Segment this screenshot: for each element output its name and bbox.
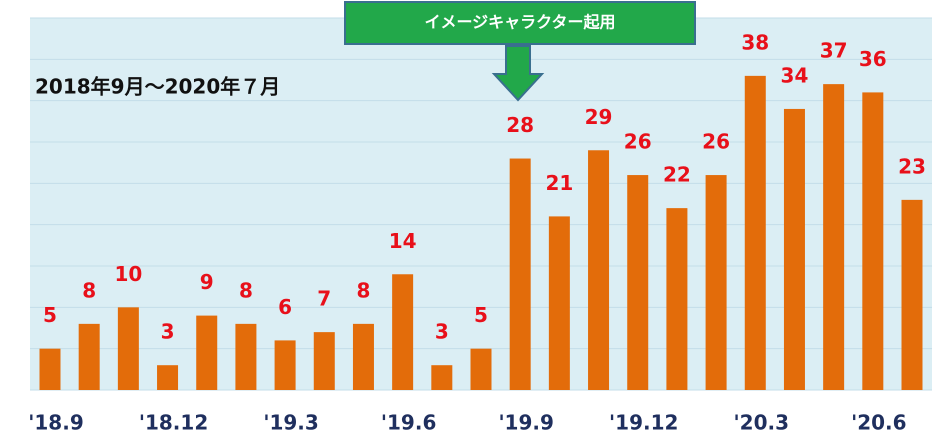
x-tick-label: '19.9: [498, 411, 553, 435]
value-label: 5: [474, 303, 488, 327]
bar: [196, 315, 218, 390]
bar: [548, 216, 570, 390]
bar: [313, 332, 335, 390]
value-label: 26: [702, 130, 730, 154]
value-label: 14: [389, 229, 417, 253]
x-tick-label: '18.9: [28, 411, 83, 435]
bar: [352, 323, 374, 390]
value-label: 34: [781, 63, 809, 87]
bar: [705, 175, 727, 390]
bar: [862, 92, 884, 391]
value-label: 23: [898, 154, 926, 178]
x-tick-label: '19.6: [381, 411, 436, 435]
value-label: 3: [161, 320, 175, 344]
x-tick-label: '20.6: [851, 411, 906, 435]
bar: [901, 199, 923, 390]
bar: [823, 84, 845, 390]
annotation-text: イメージキャラクター起用: [424, 13, 615, 32]
value-label: 9: [200, 270, 214, 294]
plot-background: [30, 18, 932, 390]
value-label: 10: [114, 262, 142, 286]
bar: [392, 274, 414, 390]
bar: [666, 208, 688, 390]
bar: [744, 75, 766, 390]
value-label: 26: [624, 130, 652, 154]
annotation-arrow: [491, 45, 545, 102]
value-label: 8: [239, 278, 253, 302]
bar: [588, 150, 610, 390]
value-label: 37: [820, 39, 848, 63]
chart-subtitle: 2018年9月～2020年７月: [35, 75, 280, 99]
bar: [431, 365, 453, 390]
value-label: 3: [435, 320, 449, 344]
bar: [783, 108, 805, 390]
value-label: 28: [506, 113, 534, 137]
bar: [509, 158, 531, 390]
x-tick-label: '18.12: [139, 411, 208, 435]
bar: [274, 340, 296, 390]
value-label: 7: [317, 287, 331, 311]
value-label: 38: [741, 30, 769, 54]
annotation-box: [344, 1, 696, 45]
value-label: 21: [545, 171, 573, 195]
annotation: イメージキャラクター起用: [344, 1, 696, 102]
bar: [78, 323, 100, 390]
bar: [39, 348, 61, 390]
bar: [627, 175, 649, 390]
bar: [157, 365, 179, 390]
x-tick-label: '20.3: [734, 411, 789, 435]
x-tick-label: '19.3: [263, 411, 318, 435]
value-label: 8: [82, 278, 96, 302]
value-label: 29: [585, 105, 613, 129]
value-label: 5: [43, 303, 57, 327]
bar: [117, 307, 139, 390]
x-tick-label: '19.12: [609, 411, 678, 435]
bar: [470, 348, 492, 390]
bar: [235, 323, 257, 390]
value-label: 8: [356, 278, 370, 302]
value-label: 22: [663, 163, 691, 187]
value-label: 36: [859, 47, 887, 71]
value-label: 6: [278, 295, 292, 319]
